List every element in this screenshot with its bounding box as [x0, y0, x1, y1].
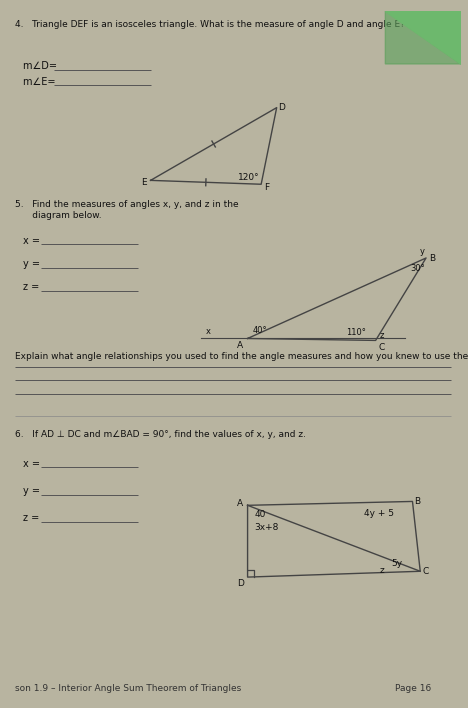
Text: z =: z = [22, 513, 42, 523]
Text: y: y [420, 247, 425, 256]
Text: y =: y = [22, 486, 43, 496]
Text: A: A [237, 500, 243, 508]
Text: Explain what angle relationships you used to find the angle measures and how you: Explain what angle relationships you use… [15, 352, 468, 361]
Text: z: z [380, 566, 384, 576]
Text: 110°: 110° [346, 328, 366, 337]
Text: E: E [141, 178, 146, 188]
Text: diagram below.: diagram below. [15, 212, 102, 220]
Text: B: B [415, 496, 421, 506]
Text: 4y + 5: 4y + 5 [364, 509, 394, 518]
Text: y =: y = [22, 259, 43, 269]
Text: 3x+8: 3x+8 [255, 523, 279, 532]
Text: 4.   Triangle DEF is an isosceles triangle. What is the measure of angle D and a: 4. Triangle DEF is an isosceles triangle… [15, 21, 405, 29]
Text: 5.   Find the measures of angles x, y, and z in the: 5. Find the measures of angles x, y, and… [15, 200, 238, 209]
Text: 40: 40 [255, 510, 266, 519]
Text: Page 16: Page 16 [395, 684, 431, 693]
Text: x: x [206, 327, 211, 336]
Text: x =: x = [22, 236, 43, 246]
Text: C: C [422, 567, 428, 576]
Text: 30°: 30° [410, 264, 425, 273]
Polygon shape [385, 11, 461, 64]
Text: 5y: 5y [391, 559, 402, 568]
Text: x =: x = [22, 459, 43, 469]
Text: 120°: 120° [238, 173, 259, 182]
Text: F: F [264, 183, 269, 193]
Text: B: B [429, 254, 435, 263]
Text: son 1.9 – Interior Angle Sum Theorem of Triangles: son 1.9 – Interior Angle Sum Theorem of … [15, 684, 241, 693]
Text: m∠E=: m∠E= [22, 76, 58, 86]
Text: 40°: 40° [252, 326, 267, 335]
Text: z =: z = [22, 282, 42, 292]
Polygon shape [385, 11, 461, 64]
Text: 6.   If AD ⊥ DC and m∠BAD = 90°, find the values of x, y, and z.: 6. If AD ⊥ DC and m∠BAD = 90°, find the … [15, 430, 306, 439]
Text: D: D [237, 579, 244, 588]
Text: D: D [278, 103, 285, 112]
Text: A: A [237, 341, 243, 350]
Text: C: C [379, 343, 385, 353]
Text: z: z [380, 331, 384, 340]
Text: m∠D=: m∠D= [22, 61, 59, 71]
